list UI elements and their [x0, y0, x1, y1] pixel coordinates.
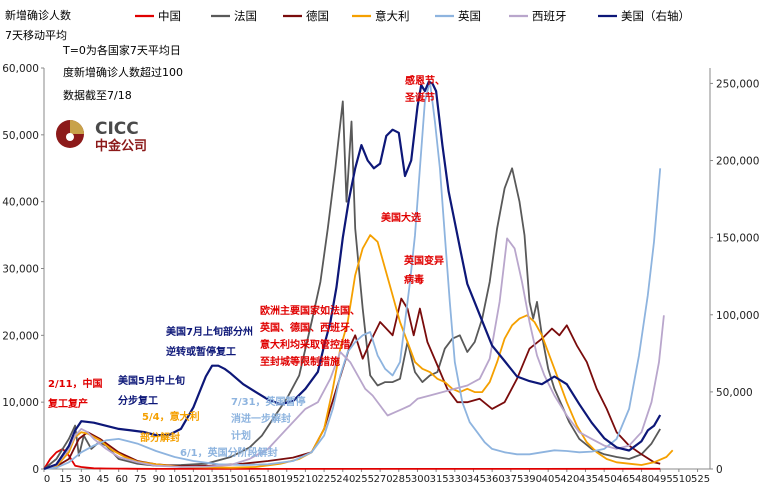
right-tick-label: 0: [716, 464, 723, 476]
x-tick-label: 360: [486, 474, 505, 485]
x-tick-label: 300: [411, 474, 430, 485]
left-tick-label: 50,000: [2, 130, 39, 142]
logo-cn: 中金公司: [95, 138, 147, 154]
x-tick-label: 345: [467, 474, 486, 485]
annotation-text: 至封城等限制措施: [260, 355, 340, 368]
cicc-logo: CICC 中金公司: [56, 119, 147, 154]
x-tick-label: 60: [115, 474, 128, 485]
series-line: [43, 448, 661, 470]
x-tick-label: 450: [598, 474, 617, 485]
annotation-text: 英国、德国、西班牙、: [259, 321, 360, 334]
annotation-text: 感恩节、: [405, 74, 445, 87]
annotation-text: 欧洲主要国家如法国、: [260, 304, 360, 317]
series-lines: [43, 80, 674, 471]
series-line: [43, 80, 662, 471]
note-data-date: 数据截至7/18: [63, 88, 132, 102]
series-line: [43, 237, 665, 470]
chart-title: 新增确诊人数: [5, 8, 71, 22]
logo-en: CICC: [95, 119, 139, 139]
x-tick-label: 240: [336, 474, 355, 485]
right-tick-label: 200,000: [716, 156, 759, 168]
x-tick-label: 75: [134, 474, 147, 485]
x-tick-label: 135: [206, 474, 225, 485]
annotation-text: 逆转或暂停复工: [166, 345, 236, 358]
x-tick-label: 525: [691, 474, 710, 485]
left-tick-label: 60,000: [2, 63, 39, 75]
annotation-text: 病毒: [404, 273, 424, 286]
x-tick-label: 510: [672, 474, 691, 485]
series-line: [43, 234, 674, 470]
legend-label: 英国: [458, 9, 481, 23]
note-t0: T=0为各国家7天平均日: [62, 43, 181, 57]
left-tick-label: 20,000: [2, 330, 39, 342]
annotation-text: 英国变异: [403, 254, 444, 267]
series-line: [43, 100, 661, 470]
annotation-text: 5/4，意大利: [142, 410, 200, 423]
x-tick-label: 270: [374, 474, 393, 485]
x-tick-label: 210: [299, 474, 318, 485]
x-tick-label: 315: [430, 474, 449, 485]
x-tick-label: 195: [280, 474, 299, 485]
x-tick-label: 30: [78, 474, 91, 485]
x-tick-label: 495: [654, 474, 673, 485]
x-tick-label: 0: [44, 474, 50, 485]
annotation-text: 分步复工: [118, 394, 158, 407]
right-tick-label: 50,000: [716, 387, 753, 399]
annotation-text: 圣诞节: [405, 91, 435, 104]
series-line: [43, 80, 662, 470]
x-tick-label: 150: [224, 474, 243, 485]
logo-wedge: [70, 120, 84, 134]
annotation-text: 7/31，英国暂停: [231, 395, 306, 408]
x-tick-label: 285: [392, 474, 411, 485]
x-tick-label: 15: [59, 474, 72, 485]
left-tick-label: 30,000: [2, 264, 39, 276]
annotation-text: 意大利均采取管控措: [260, 338, 350, 351]
x-tick-label: 405: [542, 474, 561, 485]
x-tick-label: 420: [560, 474, 579, 485]
legend-label: 德国: [306, 9, 329, 23]
x-tick-label: 105: [168, 474, 187, 485]
annotation-text: 6/1，英国分阶段解封: [180, 446, 278, 459]
x-tick-label: 90: [153, 474, 166, 485]
x-tick-label: 225: [318, 474, 337, 485]
annotation-text: 消进一步解封: [231, 412, 291, 425]
annotation-text: 复工复产: [47, 397, 88, 410]
right-tick-label: 100,000: [716, 310, 759, 322]
x-tick-label: 375: [504, 474, 523, 485]
legend-label: 意大利: [375, 9, 410, 23]
x-tick-label: 435: [579, 474, 598, 485]
annotation-text: 美国5月中上旬: [118, 374, 185, 387]
left-tick-label: 40,000: [2, 197, 39, 209]
legend: 中国 法国 德国 意大利 英国 西班牙 美国（右轴）: [135, 9, 690, 23]
x-tick-label: 180: [262, 474, 281, 485]
legend-label: 法国: [234, 9, 257, 23]
logo-dot: [66, 133, 74, 141]
note-threshold: 度新增确诊人数超过100: [63, 65, 183, 79]
x-tick-label: 330: [448, 474, 467, 485]
left-tick-label: 10,000: [2, 397, 39, 409]
x-tick-label: 120: [187, 474, 206, 485]
chart-subtitle: 7天移动平均: [5, 29, 67, 42]
legend-label: 中国: [158, 9, 181, 23]
annotation-text: 美国7月上旬部分州: [166, 325, 253, 338]
right-tick-label: 150,000: [716, 233, 759, 245]
x-tick-label: 45: [97, 474, 110, 485]
legend-label: 西班牙: [532, 9, 567, 23]
x-tick-label: 390: [523, 474, 542, 485]
annotation-text: 计划: [231, 429, 251, 442]
annotation-text: 美国大选: [381, 211, 421, 224]
annotation-text: 部分解封: [140, 431, 180, 444]
right-tick-label: 250,000: [716, 78, 759, 90]
left-tick-label: 0: [32, 464, 39, 476]
x-tick-label: 480: [635, 474, 654, 485]
x-tick-label: 255: [355, 474, 374, 485]
annotation-text: 2/11，中国: [48, 377, 103, 390]
x-tick-label: 165: [243, 474, 262, 485]
legend-label: 美国（右轴）: [621, 9, 690, 23]
x-tick-label: 465: [616, 474, 635, 485]
